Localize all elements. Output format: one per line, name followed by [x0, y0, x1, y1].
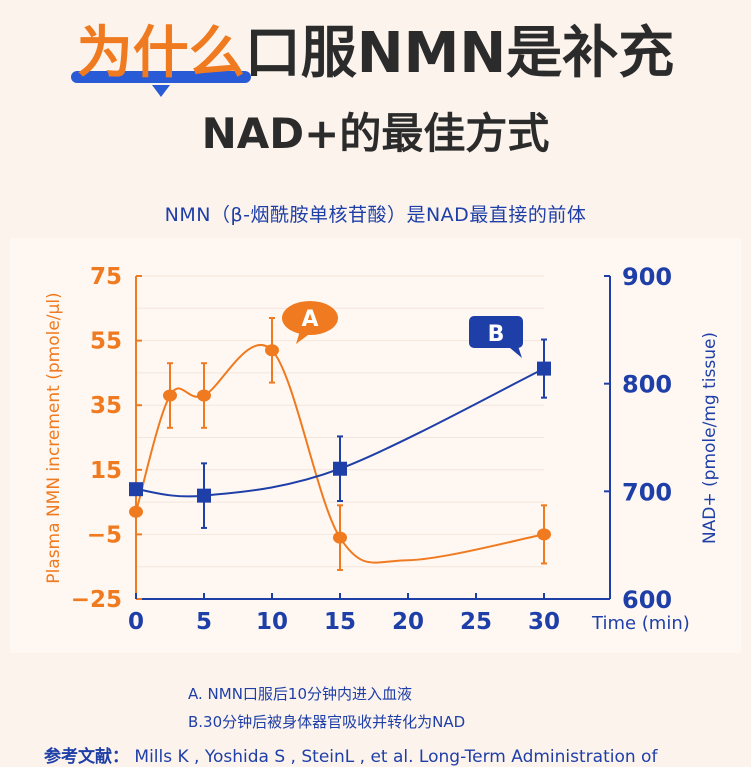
x-tick-label: 20 — [392, 609, 424, 635]
annotation-b: B — [469, 316, 523, 358]
y-left-tick-label: −5 — [87, 522, 122, 548]
x-tick-label: 25 — [460, 609, 492, 635]
note-a: A. NMN口服后10分钟内进入血液 — [188, 685, 413, 703]
x-axis-label: Time (min) — [591, 613, 690, 634]
annotation-b-box — [469, 316, 523, 348]
data-point-nmn — [197, 389, 211, 402]
reference: 参考文献： Mills K , Yoshida S , SteinL , et … — [44, 742, 657, 767]
title-line-2: NAD+的最佳方式 — [201, 109, 550, 158]
y-axis-right-label: NAD+ (pmole/mg tissue) — [700, 332, 720, 544]
y-left-tick-label: 15 — [90, 458, 122, 484]
title-rest-text: 口服NMN是补充 — [244, 21, 675, 86]
x-tick-label: 10 — [256, 609, 288, 635]
chart-notes: A. NMN口服后10分钟内进入血液 B.30分钟后被身体器官吸收并转化为NAD — [188, 680, 465, 736]
data-point-nad — [129, 482, 143, 497]
annotation-a-bubble — [282, 301, 338, 335]
data-point-nmn — [265, 344, 279, 357]
title-highlight-text: 为什么 — [76, 21, 245, 86]
y-left-tick-label: −25 — [71, 587, 122, 613]
y-left-tick-label: 55 — [90, 329, 122, 355]
chart-subtitle: NMN（β-烟酰胺单核苷酸）是NAD最直接的前体 — [164, 204, 587, 226]
y-right-tick-label: 600 — [622, 586, 672, 614]
axes — [135, 276, 611, 600]
y-left-tick-label: 75 — [90, 264, 122, 290]
note-b: B.30分钟后被身体器官吸收并转化为NAD — [188, 713, 466, 731]
x-tick-label: 5 — [196, 609, 212, 635]
tick-labels: 75 55 35 15 −5 −25 900 800 700 600 0 5 10 15 20 25 30 — [71, 263, 672, 635]
annotations: AB — [282, 301, 523, 358]
data-point-nad — [197, 488, 211, 503]
y-left-tick-label: 35 — [90, 393, 122, 419]
y-axis-left-label: Plasma NMN increment (pmole/μl) — [44, 292, 64, 583]
series-line-nad — [135, 367, 545, 498]
main-title: 为什么口服NMN是补充 — [0, 8, 751, 97]
annotation-a-label: A — [301, 307, 318, 332]
y-right-tick-label: 700 — [622, 478, 672, 506]
annotation-a-pointer — [296, 331, 312, 344]
data-point-nad — [537, 361, 551, 376]
annotation-b-pointer — [510, 346, 522, 358]
annotation-b-label: B — [488, 322, 505, 347]
data-point-nmn — [537, 528, 551, 541]
y-right-tick-label: 900 — [622, 263, 672, 291]
x-tick-label: 30 — [528, 609, 560, 635]
reference-label: 参考文献： — [44, 747, 129, 767]
data-point-nmn — [333, 531, 347, 544]
x-tick-label: 15 — [324, 609, 356, 635]
reference-text: Mills K , Yoshida S , SteinL , et al. Lo… — [129, 747, 658, 767]
series-layer — [129, 316, 551, 571]
annotation-a: A — [282, 301, 338, 344]
highlight-pointer — [151, 85, 170, 97]
data-point-nmn — [129, 505, 143, 518]
data-point-nad — [333, 461, 347, 476]
data-point-nmn — [163, 389, 177, 402]
y-right-tick-label: 800 — [622, 371, 672, 399]
title-highlight: 为什么 — [70, 8, 251, 97]
x-tick-label: 0 — [128, 609, 144, 635]
